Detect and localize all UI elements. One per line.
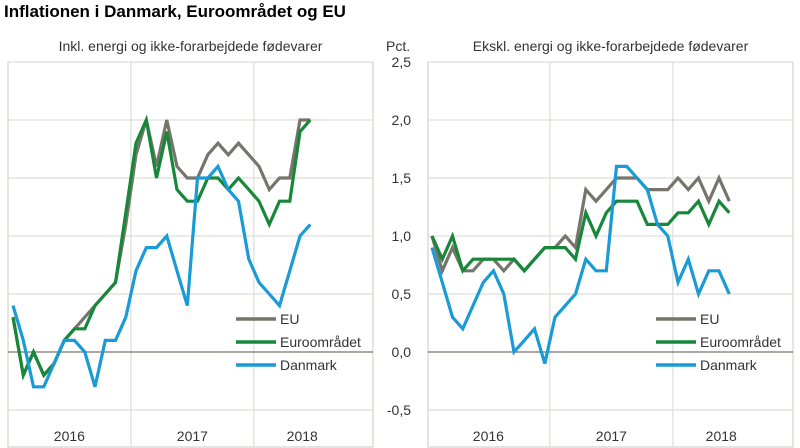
- x-tick-label: 2016: [54, 428, 85, 444]
- panel-title: Ekskl. energi og ikke-forarbejdede fødev…: [473, 38, 749, 54]
- y-tick-label: 1,5: [392, 170, 412, 186]
- y-tick-label: 2,5: [392, 54, 412, 70]
- series-line-euroområdet: [430, 198, 731, 275]
- legend-label: Euroområdet: [700, 334, 781, 350]
- y-tick-label: 1,0: [392, 228, 412, 244]
- legend-label: EU: [700, 311, 719, 327]
- series-line-euroområdet: [11, 114, 312, 381]
- series-line-eu: [430, 174, 731, 276]
- legend-label: Euroområdet: [280, 334, 361, 350]
- x-tick-label: 2018: [287, 428, 318, 444]
- legend-label: EU: [280, 311, 299, 327]
- series-line-danmark: [430, 164, 731, 365]
- y-tick-label: 0,5: [392, 286, 412, 302]
- y-tick-label: 0,0: [392, 344, 412, 360]
- y-tick-label: 2,0: [392, 112, 412, 128]
- x-tick-label: 2017: [177, 428, 208, 444]
- legend-label: Danmark: [700, 357, 758, 373]
- series-line-danmark: [11, 163, 312, 389]
- x-tick-label: 2016: [473, 428, 504, 444]
- panel-title: Inkl. energi og ikke-forarbejdede fødeva…: [59, 38, 323, 54]
- chart-title: Inflationen i Danmark, Euroområdet og EU: [4, 2, 346, 21]
- y-axis-unit: Pct.: [386, 38, 410, 54]
- x-tick-label: 2017: [596, 428, 627, 444]
- x-tick-label: 2018: [706, 428, 737, 444]
- legend-label: Danmark: [280, 357, 338, 373]
- y-tick-label: -0,5: [387, 402, 411, 418]
